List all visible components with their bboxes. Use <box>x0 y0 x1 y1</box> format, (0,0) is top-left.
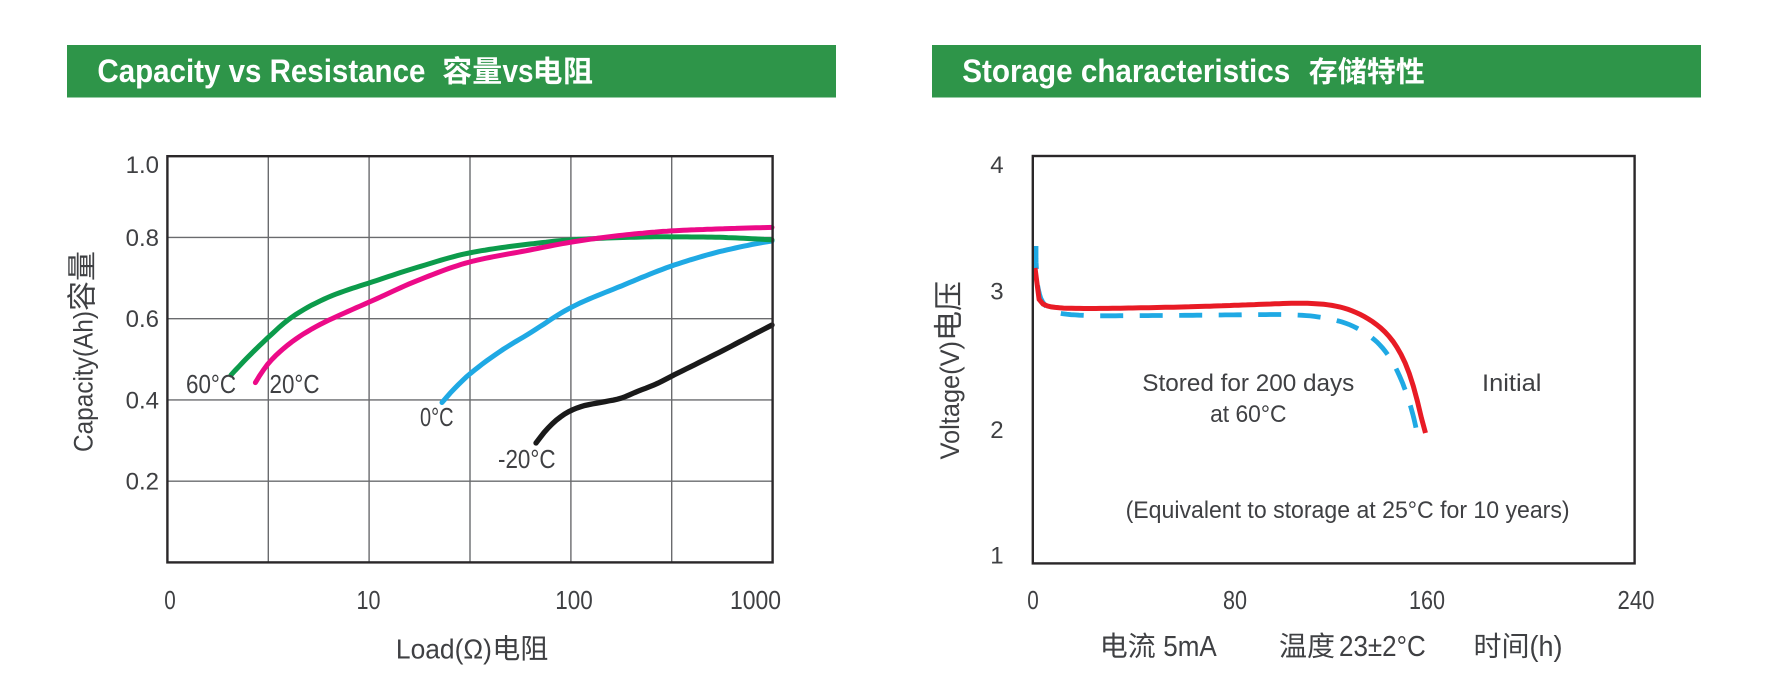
svg-text:0.4: 0.4 <box>126 387 159 414</box>
svg-text:0.8: 0.8 <box>126 225 159 252</box>
svg-text:0: 0 <box>1027 585 1039 615</box>
svg-text:5mA: 5mA <box>1163 631 1217 663</box>
svg-text:0.6: 0.6 <box>126 306 159 333</box>
svg-text:20°C: 20°C <box>270 369 320 399</box>
svg-text:240: 240 <box>1618 585 1655 615</box>
svg-text:0°C: 0°C <box>420 402 454 432</box>
svg-text:1: 1 <box>990 542 1003 569</box>
svg-text:80: 80 <box>1223 585 1247 615</box>
svg-text:23±2°C: 23±2°C <box>1339 631 1426 663</box>
svg-text:Stored for 200 days: Stored for 200 days <box>1142 370 1354 397</box>
svg-text:Capacity vs Resistance: Capacity vs Resistance <box>97 53 425 89</box>
svg-text:0.2: 0.2 <box>126 469 159 496</box>
svg-text:0: 0 <box>164 585 176 615</box>
svg-text:(Equivalent to storage at 25°C: (Equivalent to storage at 25°C for 10 ye… <box>1126 497 1570 524</box>
svg-text:1000: 1000 <box>730 585 781 615</box>
svg-text:100: 100 <box>555 585 593 615</box>
svg-text:60°C: 60°C <box>186 369 236 399</box>
svg-text:10: 10 <box>357 585 381 615</box>
svg-text:Capacity(Ah): Capacity(Ah) <box>69 311 99 452</box>
svg-text:Storage characteristics: Storage characteristics <box>962 53 1290 89</box>
svg-text:1.0: 1.0 <box>126 152 159 179</box>
svg-text:at 60°C: at 60°C <box>1210 401 1286 428</box>
svg-text:vs: vs <box>503 53 534 89</box>
svg-text:Initial: Initial <box>1482 370 1541 397</box>
svg-text:4: 4 <box>990 152 1003 179</box>
svg-text:Load(Ω): Load(Ω) <box>396 634 492 665</box>
svg-text:160: 160 <box>1409 585 1445 615</box>
svg-text:Voltage(V): Voltage(V) <box>935 341 965 460</box>
svg-text:3: 3 <box>990 278 1003 305</box>
svg-text:2: 2 <box>990 417 1003 444</box>
svg-text:(h): (h) <box>1530 631 1563 663</box>
svg-text:-20°C: -20°C <box>498 444 556 474</box>
